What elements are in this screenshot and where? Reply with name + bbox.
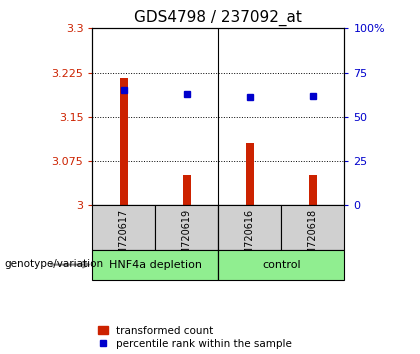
Bar bbox=[309, 175, 317, 205]
Bar bbox=[92, 205, 155, 250]
Text: genotype/variation: genotype/variation bbox=[4, 259, 103, 269]
Text: HNF4a depletion: HNF4a depletion bbox=[109, 259, 202, 270]
Bar bbox=[218, 250, 344, 280]
Bar bbox=[120, 79, 128, 205]
Text: GSM720618: GSM720618 bbox=[308, 209, 318, 268]
Bar bbox=[281, 205, 344, 250]
Text: control: control bbox=[262, 259, 301, 270]
Legend: transformed count, percentile rank within the sample: transformed count, percentile rank withi… bbox=[97, 326, 292, 349]
Bar bbox=[218, 205, 281, 250]
Title: GDS4798 / 237092_at: GDS4798 / 237092_at bbox=[134, 9, 302, 25]
Text: GSM720619: GSM720619 bbox=[182, 209, 192, 268]
Bar bbox=[183, 175, 191, 205]
Text: GSM720616: GSM720616 bbox=[245, 209, 255, 268]
Text: GSM720617: GSM720617 bbox=[119, 209, 129, 268]
Bar bbox=[92, 250, 218, 280]
Bar bbox=[246, 143, 254, 205]
Bar bbox=[155, 205, 218, 250]
